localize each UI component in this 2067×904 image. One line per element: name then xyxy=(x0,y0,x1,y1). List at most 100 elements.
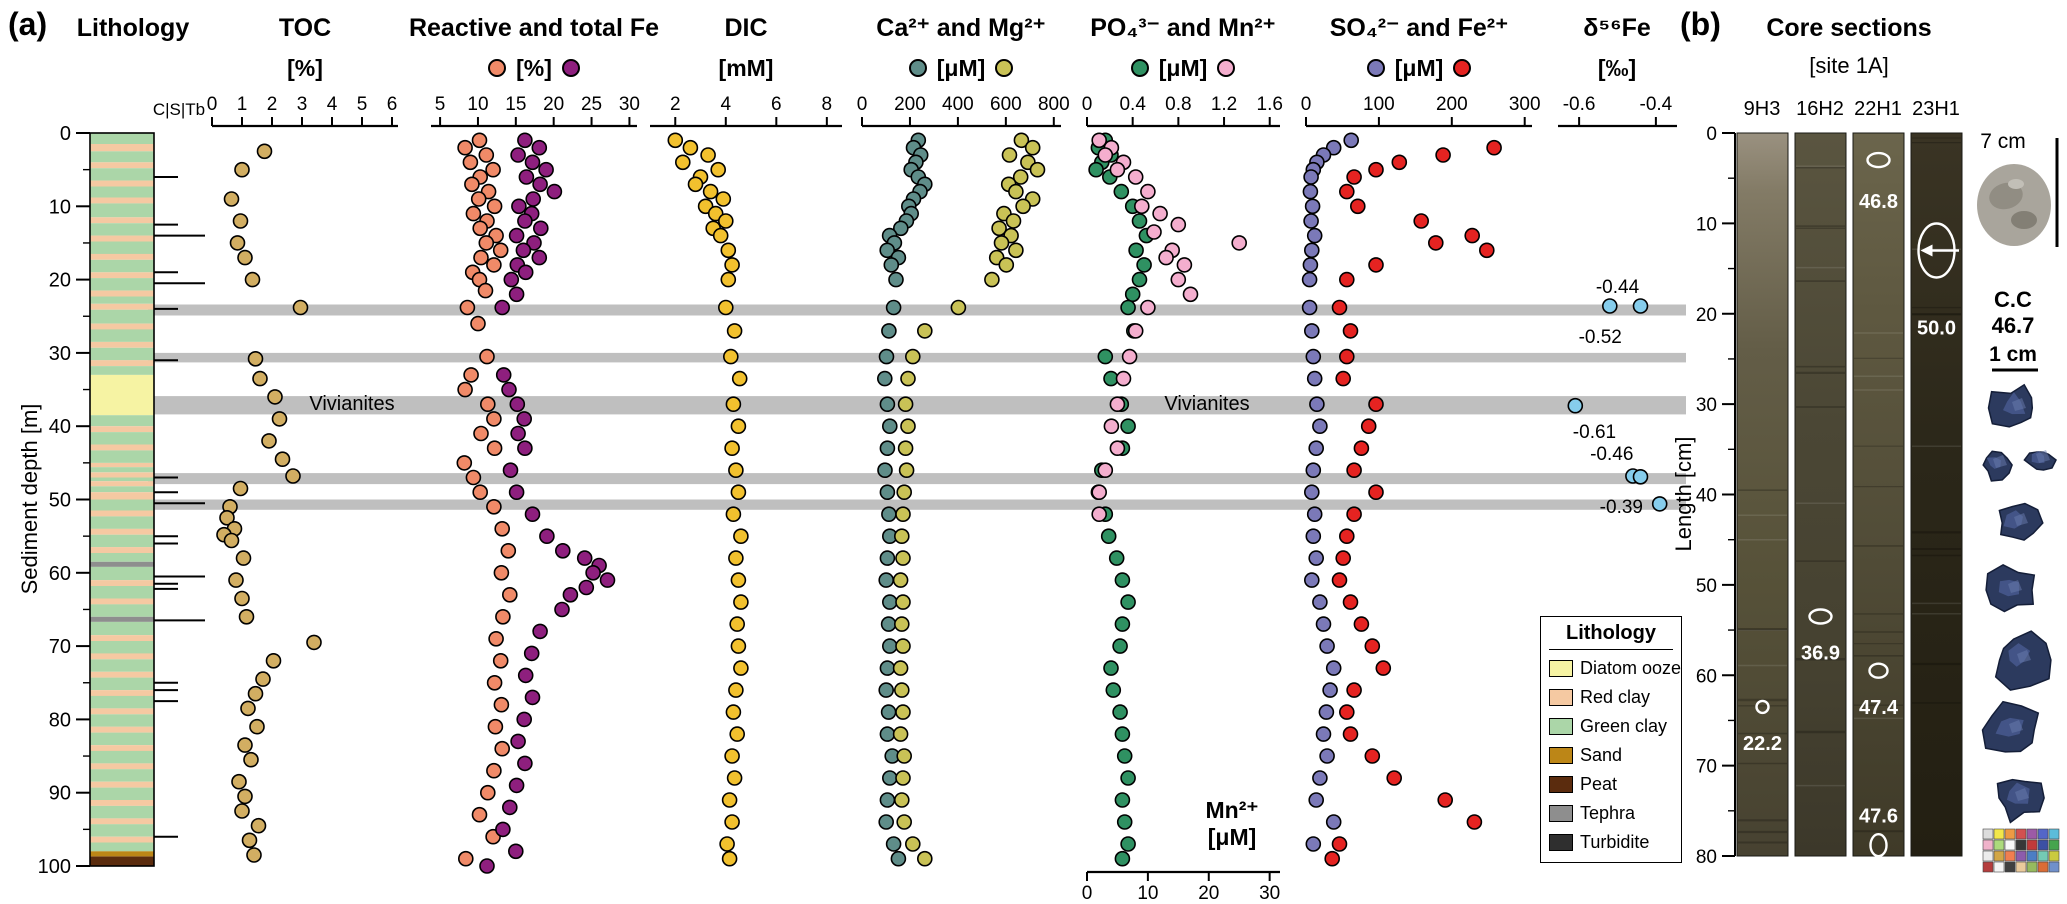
sofe-axis: 0 100 200 300 xyxy=(1301,94,1541,128)
svg-text:10: 10 xyxy=(1696,214,1717,235)
core-catcher-label: C.C xyxy=(1994,287,2032,312)
sand-label: Sand xyxy=(1580,745,1623,765)
svg-text:0: 0 xyxy=(1301,94,1312,115)
legend-row-tephra: Tephra xyxy=(1549,803,1673,824)
fe-series-1 xyxy=(479,132,616,874)
green-clay-label: Green clay xyxy=(1580,716,1668,736)
svg-text:90: 90 xyxy=(49,783,71,805)
svg-text:15: 15 xyxy=(505,94,526,115)
dic-axis: 2 4 6 8 xyxy=(650,94,842,128)
svg-text:-0.61: -0.61 xyxy=(1573,422,1616,443)
camg-series-1 xyxy=(892,132,1046,867)
tephra-label: Tephra xyxy=(1580,803,1636,823)
svg-text:4: 4 xyxy=(721,94,732,115)
green-clay-swatch xyxy=(1549,718,1573,735)
svg-text:50: 50 xyxy=(1696,576,1717,597)
svg-text:800: 800 xyxy=(1038,94,1070,115)
lithology-subcolumn-header: C|S|Tb xyxy=(152,100,206,119)
svg-text:10: 10 xyxy=(467,94,488,115)
legend-row-green-clay: Green clay xyxy=(1549,716,1673,737)
camg-axis: 0 200 400 600 800 xyxy=(857,94,1070,128)
svg-text:46.8: 46.8 xyxy=(1859,191,1898,213)
svg-text:0: 0 xyxy=(1082,883,1093,904)
vivianites-label-left: Vivianites xyxy=(309,393,395,415)
svg-text:70: 70 xyxy=(49,636,71,658)
pomn-axis: 0 0.4 0.8 1.2 1.6 xyxy=(1082,94,1283,128)
core-name-9H3: 9H3 xyxy=(1743,98,1781,120)
seven-cm-scale-label: 7 cm xyxy=(1980,130,2026,153)
fe-axis: 5 10 15 20 25 30 xyxy=(431,94,640,128)
vivianite-crystal-photos xyxy=(1981,383,2057,824)
lithology-legend-title: Lithology xyxy=(1549,622,1673,650)
core-extras xyxy=(1992,138,2059,372)
svg-text:-0.46: -0.46 xyxy=(1590,444,1633,465)
svg-text:30: 30 xyxy=(619,94,640,115)
lithology-legend: Lithology Diatom ooze Red clay Green cla… xyxy=(1540,616,1682,863)
svg-text:60: 60 xyxy=(49,563,71,585)
svg-text:0: 0 xyxy=(60,123,71,145)
svg-text:200: 200 xyxy=(1436,94,1468,115)
nodule-photo xyxy=(1977,164,2051,246)
dic-series-0 xyxy=(667,132,749,867)
svg-text:5: 5 xyxy=(435,94,446,115)
legend-row-diatom-ooze: Diatom ooze xyxy=(1549,658,1681,679)
svg-text:-0.52: -0.52 xyxy=(1579,327,1622,348)
svg-text:0.8: 0.8 xyxy=(1165,94,1191,115)
peat-swatch xyxy=(1549,776,1573,793)
red-clay-label: Red clay xyxy=(1580,687,1651,707)
legend-row-turbidite: Turbidite xyxy=(1549,832,1673,853)
svg-text:1.2: 1.2 xyxy=(1211,94,1237,115)
svg-text:-0.39: -0.39 xyxy=(1600,497,1643,518)
core-name-16H2: 16H2 xyxy=(1796,98,1844,120)
svg-text:2: 2 xyxy=(670,94,681,115)
svg-text:50.0: 50.0 xyxy=(1917,317,1956,339)
svg-text:36.9: 36.9 xyxy=(1801,643,1840,665)
svg-text:4: 4 xyxy=(327,94,338,115)
toc-series-0 xyxy=(216,143,322,863)
legend-row-red-clay: Red clay xyxy=(1549,687,1673,708)
svg-text:0: 0 xyxy=(1082,94,1093,115)
svg-text:60: 60 xyxy=(1696,666,1717,687)
svg-text:20: 20 xyxy=(1198,883,1219,904)
svg-text:-0.44: -0.44 xyxy=(1596,277,1640,298)
svg-text:0.4: 0.4 xyxy=(1119,94,1146,115)
camg-series-0 xyxy=(876,132,933,867)
color-calibration-chart xyxy=(1982,828,2060,873)
svg-text:-0.4: -0.4 xyxy=(1640,94,1673,115)
depth-axis-title: Sediment depth [m] xyxy=(17,403,42,595)
svg-text:10: 10 xyxy=(49,196,71,218)
svg-text:70: 70 xyxy=(1696,757,1717,778)
svg-text:6: 6 xyxy=(771,94,782,115)
svg-text:47.4: 47.4 xyxy=(1859,697,1899,719)
svg-text:30: 30 xyxy=(49,343,71,365)
svg-text:20: 20 xyxy=(1696,305,1717,326)
svg-text:0: 0 xyxy=(207,94,218,115)
red-clay-swatch xyxy=(1549,689,1573,706)
dfe-series-0 xyxy=(1567,298,1668,512)
turbidite-label: Turbidite xyxy=(1580,832,1650,852)
core-photo-22H1: 46.8 47.4 47.6 xyxy=(1852,132,1905,858)
svg-text:10: 10 xyxy=(1137,883,1158,904)
svg-text:50: 50 xyxy=(49,490,71,512)
one-cm-scale-label: 1 cm xyxy=(1989,343,2037,366)
svg-text:1.6: 1.6 xyxy=(1257,94,1283,115)
svg-text:30: 30 xyxy=(1696,395,1717,416)
sand-swatch xyxy=(1549,747,1573,764)
svg-text:0: 0 xyxy=(1706,124,1717,145)
vivianites-label-right: Vivianites xyxy=(1164,393,1250,415)
svg-text:40: 40 xyxy=(49,416,71,438)
svg-text:25: 25 xyxy=(581,94,602,115)
svg-text:-0.6: -0.6 xyxy=(1563,94,1596,115)
core-catcher-value: 46.7 xyxy=(1991,313,2035,338)
svg-text:47.6: 47.6 xyxy=(1859,805,1898,827)
svg-text:5: 5 xyxy=(357,94,368,115)
svg-text:0: 0 xyxy=(857,94,868,115)
core-photo-16H2: 36.9 xyxy=(1794,132,1847,857)
core-photo-9H3: 22.2 xyxy=(1736,132,1789,857)
sofe-series-0 xyxy=(1301,132,1359,852)
core-name-22H1: 22H1 xyxy=(1854,98,1902,120)
peat-label: Peat xyxy=(1580,774,1618,794)
svg-text:200: 200 xyxy=(894,94,926,115)
